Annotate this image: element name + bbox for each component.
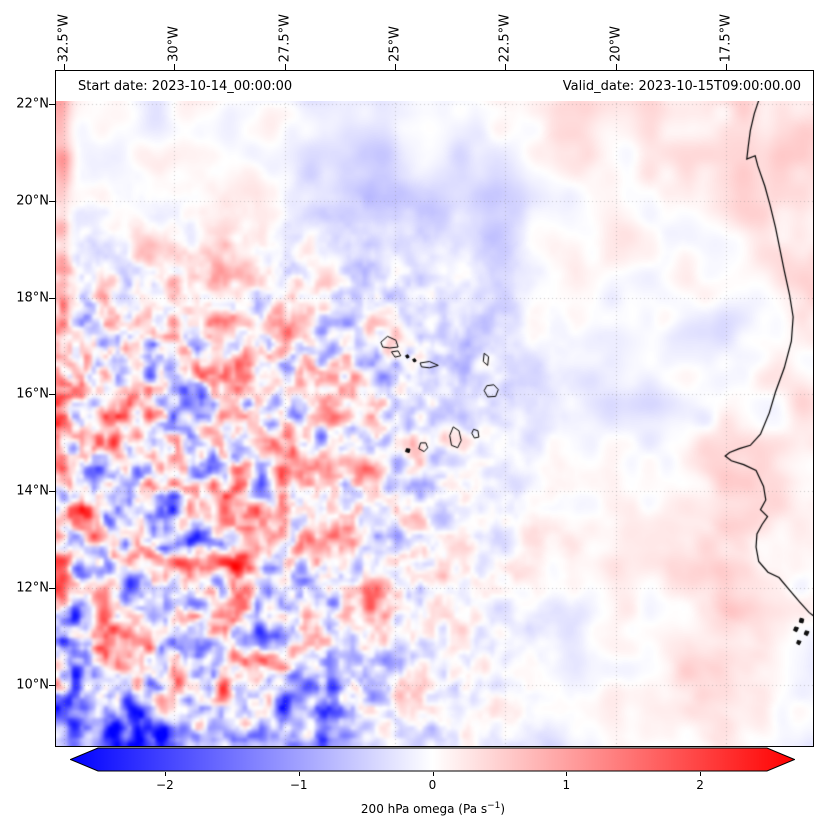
colorbar-tick-label: −1 <box>289 778 308 792</box>
colorbar-label-suffix: ) <box>500 802 506 816</box>
colorbar-gradient-bar <box>70 747 795 772</box>
colorbar-tick-mark <box>700 772 702 776</box>
lon-tick-label: 30°W <box>166 26 182 62</box>
lon-tick-label: 22.5°W <box>497 13 513 62</box>
start-date-label: Start date: 2023-10-14_00:00:00 <box>78 78 293 94</box>
colorbar-tick-mark <box>298 772 300 776</box>
lon-tick-label: 20°W <box>608 26 624 62</box>
colorbar-tick-mark <box>164 772 166 776</box>
colorbar-label-sup: −1 <box>487 801 501 811</box>
colorbar-tick-mark <box>566 772 568 776</box>
lat-tick-label: 14°N <box>16 483 49 499</box>
colorbar-label: 200 hPa omega (Pa s−1) <box>361 801 505 816</box>
lat-tick-label: 16°N <box>16 386 49 402</box>
lat-tick-label: 18°N <box>16 290 49 306</box>
plot-area: Start date: 2023-10-14_00:00:00 Valid_da… <box>55 70 814 747</box>
colorbar <box>70 747 795 772</box>
lon-tick-label: 17.5°W <box>718 13 734 62</box>
colorbar-tick-label: −2 <box>156 778 174 792</box>
valid-date-label: Valid_date: 2023-10-15T09:00:00.00 <box>562 78 801 94</box>
lat-tick-label: 22°N <box>16 96 49 112</box>
lon-tick-label: 32.5°W <box>56 13 72 62</box>
lat-tick-label: 12°N <box>16 580 49 596</box>
colorbar-tick-label: 2 <box>696 778 704 792</box>
lon-tick-label: 27.5°W <box>277 13 293 62</box>
colorbar-label-text: 200 hPa omega (Pa s <box>360 802 488 816</box>
plot-header: Start date: 2023-10-14_00:00:00 Valid_da… <box>56 71 813 101</box>
colorbar-tick-label: 0 <box>428 778 437 792</box>
lat-tick-label: 10°N <box>16 677 49 693</box>
colorbar-tick-mark <box>432 772 434 776</box>
lon-tick-label: 25°W <box>387 26 403 62</box>
colorbar-tick-label: 1 <box>562 778 571 792</box>
lat-tick-label: 20°N <box>16 193 49 209</box>
omega-field-canvas <box>56 71 813 746</box>
